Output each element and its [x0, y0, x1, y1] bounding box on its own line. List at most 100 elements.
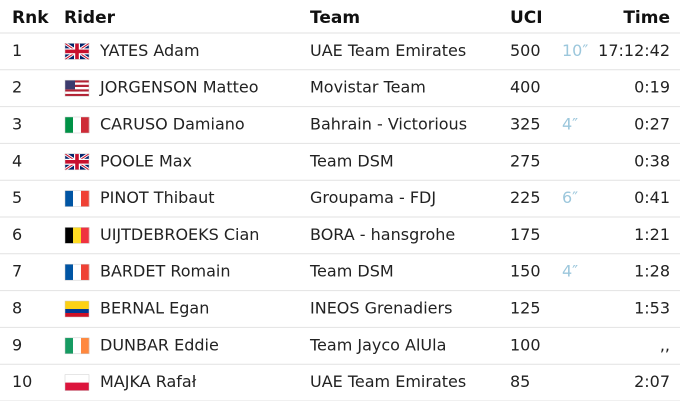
- flag-stripe: [73, 337, 82, 354]
- time: 1:21: [634, 225, 670, 244]
- time: 0:19: [634, 78, 670, 97]
- uci-points: 85: [510, 372, 530, 391]
- uci-points: 150: [510, 262, 541, 281]
- flag-stripe: [65, 337, 74, 354]
- column-header: Team: [310, 8, 360, 28]
- team-name: Team DSM: [309, 151, 394, 170]
- flag-stripe: [65, 91, 89, 94]
- flag-stripe: [65, 84, 89, 88]
- rank: 2: [12, 78, 22, 97]
- rank: 8: [12, 299, 22, 318]
- flag: [64, 374, 90, 391]
- flag-stripe: [65, 264, 74, 281]
- team-name: Team Jayco AlUla: [309, 335, 446, 354]
- rank: 4: [12, 151, 22, 170]
- flag-stripe: [73, 227, 82, 244]
- time: 17:12:42: [598, 41, 670, 60]
- rank: 10: [12, 372, 32, 391]
- time: 0:41: [634, 188, 670, 207]
- bonus-seconds: 10″: [562, 41, 588, 60]
- flag-stripe: [65, 117, 74, 133]
- team-name: Bahrain - Victorious: [310, 115, 467, 134]
- rider-name: YATES Adam: [99, 41, 200, 60]
- flag-stripe: [73, 264, 82, 281]
- flag-stripe: [81, 117, 90, 133]
- time: 0:27: [634, 115, 670, 134]
- uci-points: 400: [510, 78, 541, 97]
- flag-stripe: [65, 93, 89, 97]
- flag-border: [64, 263, 90, 281]
- flag-stripe: [73, 190, 82, 207]
- flag: [64, 42, 90, 61]
- flag-border: [64, 374, 90, 391]
- rider-name: JORGENSON Matteo: [99, 78, 259, 97]
- uci-points: 500: [510, 41, 541, 60]
- column-header: Rider: [64, 8, 116, 28]
- column-header: UCI: [510, 8, 543, 28]
- team-name: Movistar Team: [310, 78, 426, 97]
- rank: 6: [12, 225, 22, 244]
- rank: 5: [12, 188, 22, 207]
- uci-points: 175: [510, 225, 541, 244]
- team-name: UAE Team Emirates: [310, 41, 466, 60]
- uci-points: 325: [510, 115, 541, 134]
- rank: 9: [12, 335, 22, 354]
- uci-points: 275: [510, 151, 541, 170]
- flag-stripe: [81, 190, 90, 207]
- time: 1:53: [634, 299, 670, 318]
- flag-stripe: [81, 264, 90, 281]
- rider-name: MAJKA Rafał: [100, 372, 197, 391]
- flag-border: [64, 116, 90, 134]
- flag: [64, 116, 90, 134]
- time: 1:28: [634, 262, 670, 281]
- rider-name: UIJTDEBROEKS Cian: [100, 225, 259, 244]
- rider-name: BERNAL Egan: [100, 299, 209, 318]
- flag-border: [64, 337, 90, 355]
- flag-stripe: [81, 227, 90, 244]
- time: 2:07: [634, 372, 670, 391]
- team-name: Groupama - FDJ: [310, 188, 436, 207]
- flag-border: [64, 227, 90, 244]
- flag-stripe: [65, 309, 89, 313]
- flag-cross: [65, 49, 89, 54]
- bonus-seconds: 6″: [562, 188, 578, 207]
- flag: [64, 300, 90, 318]
- flag-stripe: [65, 227, 74, 244]
- flag-border: [64, 190, 90, 207]
- rank: 3: [12, 115, 22, 134]
- rank: 7: [12, 262, 22, 281]
- rider-name: CARUSO Damiano: [100, 115, 245, 134]
- flag-stripe: [65, 313, 89, 317]
- time: ,,: [660, 335, 670, 354]
- flag-canton: [65, 80, 75, 90]
- rank: 1: [12, 41, 22, 60]
- flag-stripe: [65, 301, 89, 309]
- flag-stripe: [65, 89, 89, 92]
- flag-stripe: [73, 117, 82, 133]
- flag-border: [64, 153, 90, 171]
- flag-border: [64, 43, 90, 60]
- flag-cross: [65, 160, 89, 164]
- uci-points: 225: [510, 188, 541, 207]
- bonus-seconds: 4″: [562, 115, 578, 134]
- column-header: Time: [623, 8, 670, 28]
- rider-name: DUNBAR Eddie: [100, 335, 219, 354]
- flag-border: [64, 79, 90, 97]
- flag-stripe: [65, 82, 89, 85]
- team-name: UAE Team Emirates: [310, 372, 466, 391]
- flag-stripe: [81, 337, 90, 354]
- rider-name: POOLE Max: [100, 151, 192, 170]
- flag-stripe: [65, 382, 89, 391]
- rider-name: BARDET Romain: [100, 262, 231, 281]
- time: 0:38: [634, 151, 670, 170]
- team-name: BORA - hansgrohe: [310, 225, 455, 244]
- team-name: Team DSM: [309, 262, 394, 281]
- flag: [64, 337, 90, 355]
- flag: [64, 79, 90, 97]
- column-header: Rnk: [12, 8, 49, 28]
- flag: [64, 227, 90, 244]
- flag: [64, 190, 90, 207]
- flag: [64, 152, 90, 172]
- bonus-seconds: 4″: [562, 262, 578, 281]
